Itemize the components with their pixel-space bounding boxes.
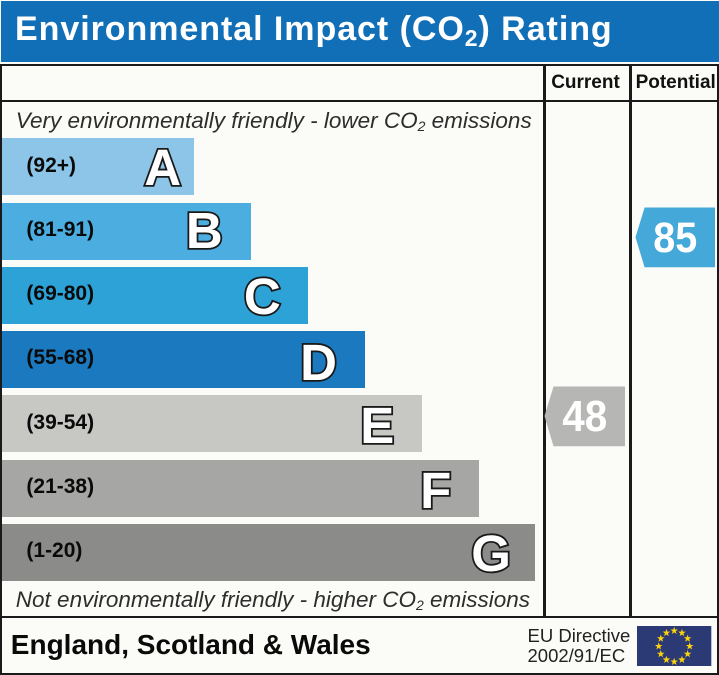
svg-text:48: 48 [562, 392, 607, 441]
svg-text:85: 85 [653, 213, 697, 261]
